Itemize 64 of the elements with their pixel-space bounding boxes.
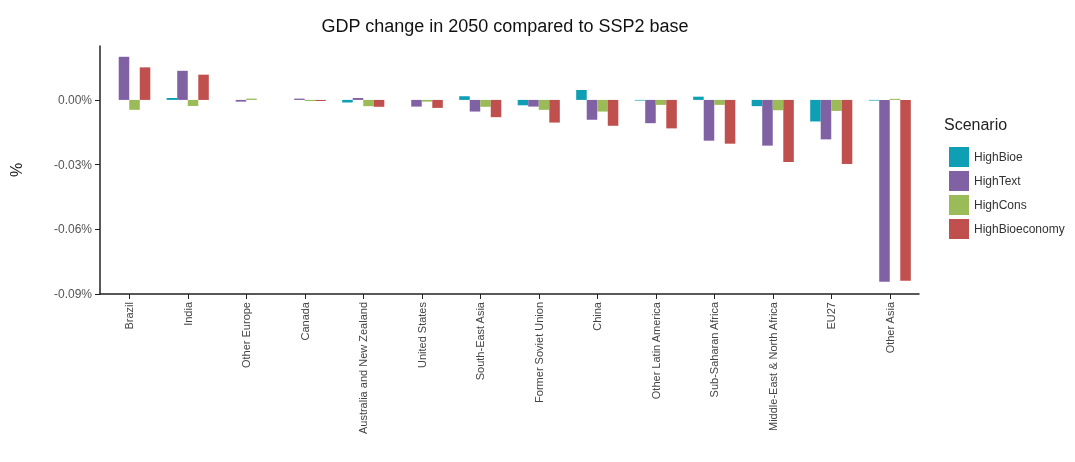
x-tick-label: Middle-East & North Africa (766, 301, 779, 431)
bar (490, 99, 502, 118)
bar (655, 99, 667, 105)
x-tick-label: EU27 (825, 302, 838, 330)
bar (411, 99, 422, 107)
bar (666, 99, 677, 129)
x-tick-label: South-East Asia (474, 301, 487, 381)
bar (538, 99, 550, 110)
bar (187, 99, 199, 106)
y-tick-label: -0.03% (53, 157, 93, 172)
bar (139, 67, 151, 100)
legend-label: HighBioeconomy (974, 222, 1065, 236)
bar (762, 99, 773, 146)
bar (772, 99, 784, 111)
bar (703, 99, 715, 141)
bar (586, 99, 598, 120)
bar (879, 99, 890, 282)
x-tick-label: Other Latin America (649, 301, 662, 400)
bar (198, 74, 209, 100)
bar (459, 96, 470, 100)
x-tick-label: Canada (298, 301, 311, 341)
legend-title: Scenario (944, 115, 1008, 133)
bar (177, 70, 188, 100)
bar (645, 99, 656, 124)
legend-label: HighText (974, 174, 1022, 188)
x-tick-label: Other Asia (883, 301, 896, 354)
x-tick-label: Sub-Saharan Africa (708, 301, 721, 398)
bar (820, 99, 832, 140)
x-tick-label: Brazil (123, 302, 136, 330)
bar (549, 99, 560, 123)
bar (841, 99, 853, 164)
bar (480, 99, 491, 107)
bar (751, 99, 763, 107)
bar (342, 99, 353, 103)
bar (118, 56, 130, 100)
legend-label: HighCons (974, 198, 1027, 212)
bar (469, 99, 481, 112)
bar (783, 99, 794, 163)
bar (432, 99, 443, 108)
x-tick-label: India (181, 301, 194, 326)
y-tick-label: -0.06% (53, 222, 93, 237)
x-tick-label: China (591, 301, 604, 331)
bar (363, 99, 374, 107)
bar (714, 99, 725, 105)
bar (810, 99, 821, 122)
bar (129, 99, 140, 110)
bar (607, 99, 619, 126)
x-tick-label: United States (415, 301, 428, 369)
bar (724, 99, 736, 144)
bar (693, 96, 704, 100)
x-tick-label: Australia and New Zealand (357, 302, 370, 435)
y-axis-title: % (7, 162, 25, 178)
bar (528, 99, 539, 107)
chart-title: GDP change in 2050 compared to SSP2 base (321, 16, 689, 36)
x-tick-label: Former Soviet Union (532, 302, 545, 403)
bar (576, 89, 587, 100)
bar (597, 99, 608, 112)
y-tick-label: -0.09% (53, 287, 93, 301)
y-tick-label: 0.00% (57, 92, 93, 107)
bar (831, 99, 842, 111)
legend-label: HighBioe (974, 150, 1024, 164)
bar (373, 99, 385, 107)
x-tick-label: Other Europe (240, 302, 253, 369)
bar (900, 99, 911, 281)
